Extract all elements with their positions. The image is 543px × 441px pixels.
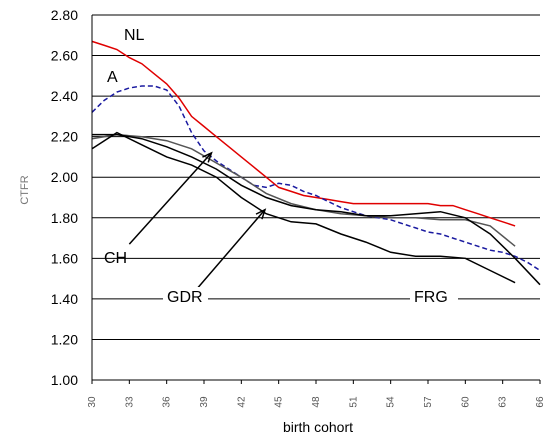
gdr-arrow-head [255, 208, 267, 220]
annotation-arrows [128, 151, 267, 292]
x-tick-label: 63 [498, 396, 509, 408]
x-axis-label: birth cohort [283, 419, 353, 435]
x-tick-label: 45 [274, 396, 285, 408]
series-label-a: A [107, 69, 118, 86]
y-tick-label: 2.60 [51, 48, 78, 64]
series-label-gdr: GDR [167, 289, 203, 306]
ch-arrow [128, 152, 213, 245]
y-tick-label: 2.80 [51, 7, 78, 23]
series-line-frg [91, 131, 516, 284]
x-tick-label: 42 [236, 396, 247, 408]
x-tick-label: 57 [423, 396, 434, 408]
series-label-frg: FRG [414, 289, 448, 306]
y-tick-label: 1.80 [51, 210, 78, 226]
annotation-labels: NL A CH GDR FRG [104, 27, 458, 307]
y-axis-ticks: 1.00 1.20 1.40 1.60 1.80 2.00 2.20 2.40 2.60 2.80 [51, 7, 78, 388]
grid-lines [92, 14, 540, 340]
label-bg [163, 287, 208, 307]
series-line-gdr [92, 133, 541, 286]
series-label-ch: CH [104, 250, 127, 267]
y-tick-label: 1.60 [51, 250, 78, 266]
x-tick-label: 54 [386, 396, 397, 408]
series-line-nl [91, 40, 516, 227]
series-label-nl: NL [124, 27, 145, 44]
y-tick-label: 1.00 [51, 372, 78, 388]
x-tick-label: 60 [460, 396, 471, 408]
x-tick-label: 48 [311, 396, 322, 408]
y-axis-label: CTFR [19, 175, 31, 204]
series-lines [91, 40, 541, 286]
y-tick-label: 2.20 [51, 129, 78, 145]
series-line-a [91, 85, 541, 272]
ch-arrow-head [202, 151, 213, 163]
x-axis-ticks: 30 33 36 39 42 45 48 51 54 57 60 63 66 [87, 380, 543, 408]
x-tick-label: 51 [348, 396, 359, 408]
gdr-arrow [194, 209, 266, 292]
y-tick-label: 1.40 [51, 291, 78, 307]
series-line-ch [91, 133, 516, 247]
x-tick-label: 66 [535, 396, 543, 408]
label-bg [410, 287, 458, 307]
x-tick-label: 33 [124, 396, 135, 408]
x-tick-label: 39 [199, 396, 210, 408]
y-tick-label: 2.40 [51, 88, 78, 104]
y-tick-label: 2.00 [51, 169, 78, 185]
x-tick-label: 36 [162, 396, 173, 408]
y-tick-label: 1.20 [51, 331, 78, 347]
x-tick-label: 30 [87, 396, 98, 408]
